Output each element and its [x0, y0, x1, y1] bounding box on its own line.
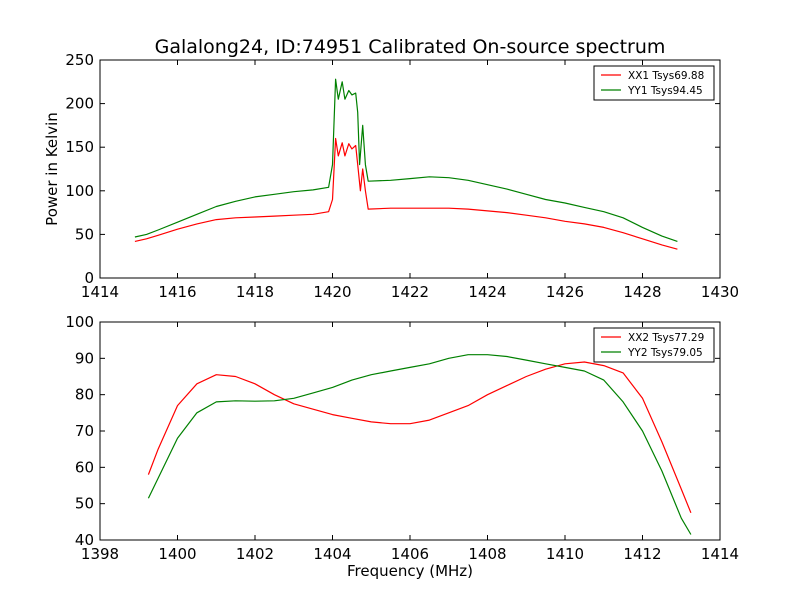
x-axis-label: Frequency (MHz): [347, 562, 473, 580]
top-plot: 1414 1416 1418 1420 1422 1424 1426 1428 1430 0 50 1…: [43, 51, 739, 301]
series-line-1: [134, 137, 678, 250]
y-tick-label: 250: [65, 51, 94, 69]
legend-label-1: XX2 Tsys77.29: [628, 332, 704, 344]
x-tick-label: 1416: [158, 283, 196, 301]
y-tick-label: 60: [75, 458, 94, 476]
y-tick-label: 80: [75, 386, 94, 404]
y-tick-label: 90: [75, 349, 94, 367]
chart-title: Galalong24, ID:74951 Calibrated On-sourc…: [155, 36, 666, 58]
y-tick-label: 40: [75, 531, 94, 549]
y-tick-label: 150: [65, 138, 94, 156]
legend: XX2 Tsys77.29 YY2 Tsys79.05: [593, 327, 715, 363]
y-tick-label: 100: [65, 313, 94, 331]
legend-box: [593, 327, 715, 363]
y-axis-label: Power in Kelvin: [43, 112, 61, 226]
x-tick-label: 1412: [623, 545, 661, 563]
legend: XX1 Tsys69.88 YY1 Tsys94.45: [593, 65, 715, 101]
legend-label-2: YY1 Tsys94.45: [627, 85, 703, 97]
x-tick-label: 1414: [701, 545, 739, 563]
bottom-plot: 1398 1400 1402 1404 1406 1408 1410 1412 1414 40 50…: [65, 313, 739, 580]
series-line-2: [134, 78, 678, 242]
legend-label-1: XX1 Tsys69.88: [628, 70, 704, 82]
x-tick-label: 1414: [81, 283, 119, 301]
x-tick-label: 1398: [81, 545, 119, 563]
y-tick-label: 50: [75, 225, 94, 243]
x-tick-label: 1406: [391, 545, 429, 563]
y-tick-label: 70: [75, 422, 94, 440]
legend-label-2: YY2 Tsys79.05: [627, 347, 703, 359]
x-tick-label: 1422: [391, 283, 429, 301]
x-tick-label: 1404: [313, 545, 351, 563]
x-tick-label: 1410: [546, 545, 584, 563]
series-line-2: [147, 354, 692, 535]
x-tick-label: 1428: [623, 283, 661, 301]
x-tick-label: 1400: [158, 545, 196, 563]
y-tick-label: 50: [75, 495, 94, 513]
y-tick-label: 0: [84, 269, 94, 287]
x-tick-label: 1408: [468, 545, 506, 563]
x-tick-label: 1430: [701, 283, 739, 301]
x-tick-label: 1402: [236, 545, 274, 563]
y-tick-label: 100: [65, 182, 94, 200]
x-tick-label: 1426: [546, 283, 584, 301]
y-tick-label: 200: [65, 95, 94, 113]
x-tick-label: 1424: [468, 283, 506, 301]
x-tick-label: 1418: [236, 283, 274, 301]
series-line-1: [147, 361, 692, 514]
legend-box: [593, 65, 715, 101]
x-tick-label: 1420: [313, 283, 351, 301]
